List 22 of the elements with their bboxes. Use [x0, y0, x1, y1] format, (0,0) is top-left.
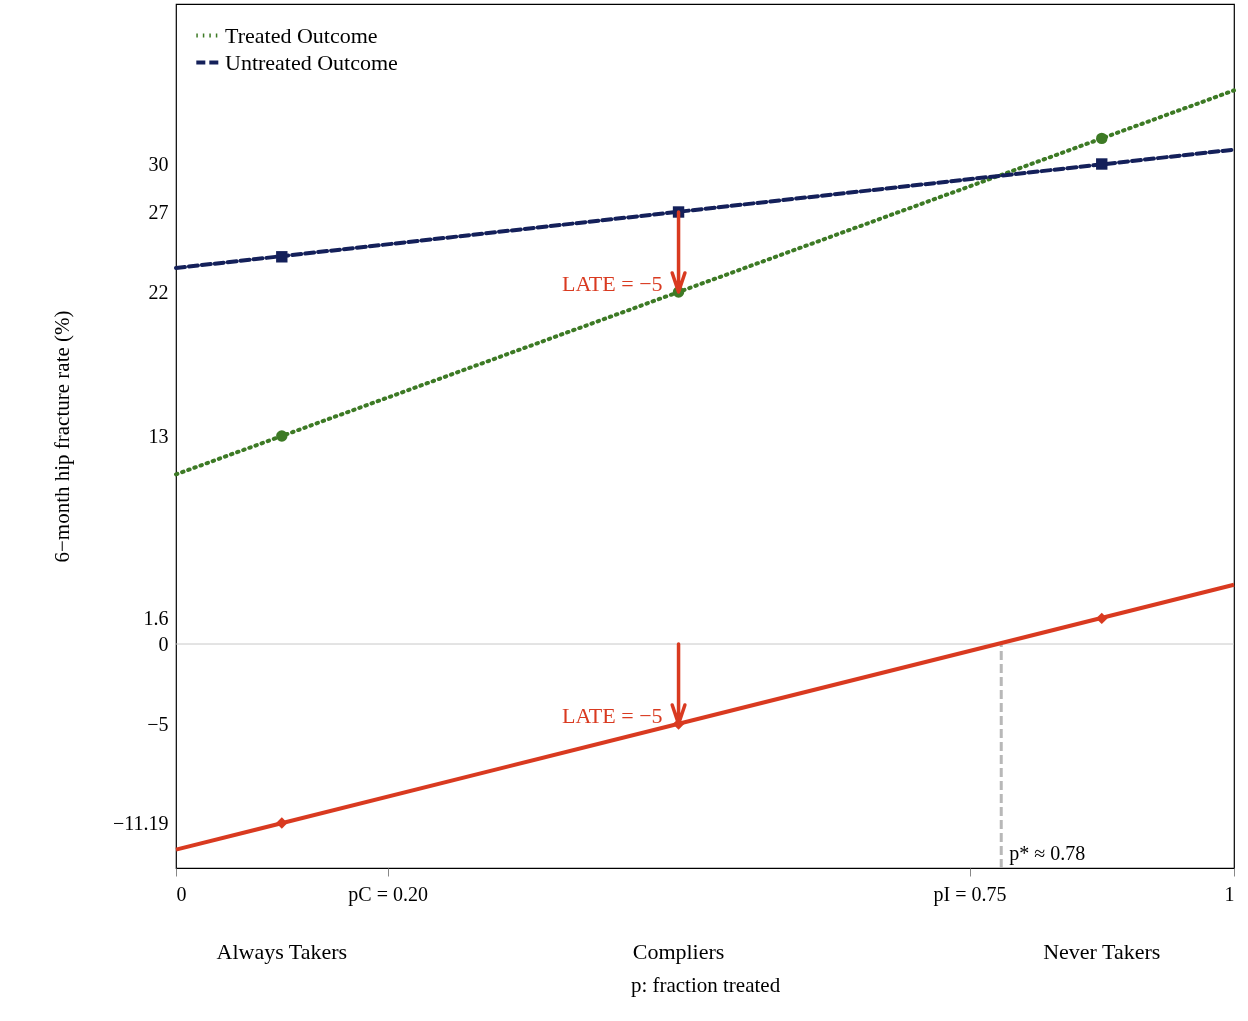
ref-line-label: p* ≈ 0.78 — [1009, 842, 1086, 865]
y-tick-label: 22 — [148, 280, 169, 303]
x-tick-label: 0 — [176, 882, 187, 905]
y-tick-label: 1.6 — [143, 606, 169, 629]
x-axis-title: p: fraction treated — [630, 972, 781, 997]
x-tick-label: 1 — [1224, 882, 1235, 905]
x-tick-label: pI = 0.75 — [933, 882, 1007, 906]
legend-label: Untreated Outcome — [225, 49, 398, 75]
y-tick-label: 30 — [148, 152, 169, 175]
text: Compliers — [632, 939, 725, 964]
text: Always Takers — [216, 939, 348, 964]
y-tick-label: −5 — [147, 712, 169, 735]
legend-label: Treated Outcome — [225, 22, 378, 48]
y-tick-label: −11.19 — [112, 811, 169, 834]
y-tick-label: 27 — [148, 200, 169, 223]
annotation: LATE = −5 — [561, 271, 663, 296]
y-tick-label: 0 — [158, 632, 169, 655]
text: Never Takers — [1043, 939, 1161, 964]
y-axis-title: 6−month hip fracture rate (%) — [49, 310, 74, 563]
annotation: LATE = −5 — [561, 703, 663, 728]
y-tick-label: 13 — [148, 424, 169, 447]
x-tick-label: pC = 0.20 — [348, 882, 428, 906]
